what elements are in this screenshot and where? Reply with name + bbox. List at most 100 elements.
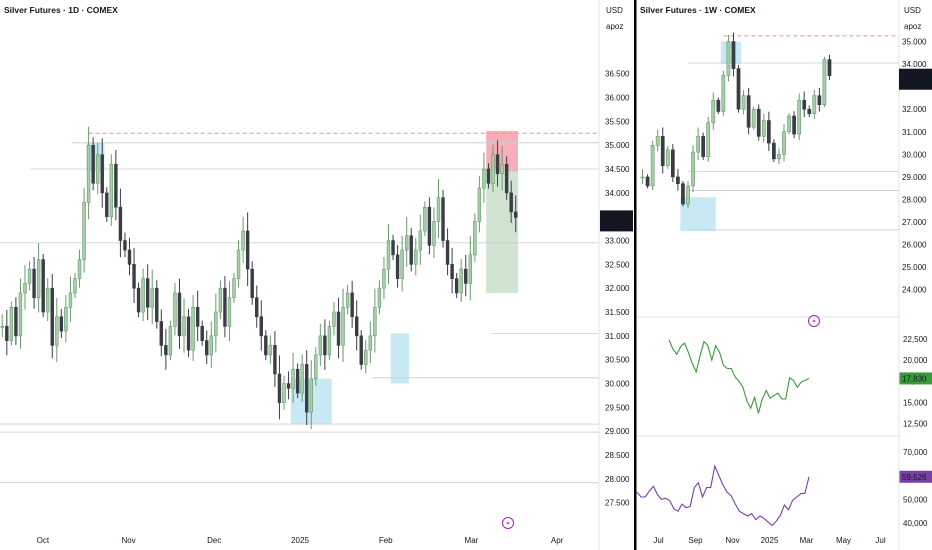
indicator-value: 59,526 bbox=[902, 473, 927, 482]
candle-body bbox=[264, 335, 268, 356]
candle-body bbox=[787, 115, 791, 133]
candle-body bbox=[345, 292, 350, 308]
time-axis-label: Nov bbox=[121, 536, 135, 545]
weekly-replay-icon[interactable] bbox=[808, 315, 820, 327]
candle-body bbox=[686, 185, 690, 205]
candle-body bbox=[395, 254, 400, 279]
price-axis-label: 32.000 bbox=[605, 284, 630, 293]
candle-body bbox=[746, 95, 751, 128]
candle-body bbox=[236, 249, 241, 279]
candle-body bbox=[209, 335, 213, 356]
candle-body bbox=[341, 306, 345, 346]
candle-body bbox=[509, 192, 513, 213]
candle-body bbox=[373, 306, 377, 337]
indicator-axis-label: 20,000 bbox=[903, 356, 928, 365]
candle-body bbox=[36, 259, 41, 299]
price-axis-label: 24.000 bbox=[902, 286, 927, 295]
candle-body bbox=[400, 249, 404, 279]
price-axis-label: 29.000 bbox=[902, 173, 927, 182]
candle-body bbox=[214, 311, 218, 337]
panel-divider[interactable] bbox=[634, 0, 637, 550]
price-axis-label: 27.500 bbox=[605, 499, 630, 508]
price-axis-label: 30.500 bbox=[605, 356, 630, 365]
candle-body bbox=[291, 368, 295, 389]
candle-body bbox=[59, 316, 64, 332]
candle-body bbox=[9, 306, 14, 341]
candle-body bbox=[205, 340, 209, 356]
weekly-time-axis[interactable]: Jul Sep Nov 2025 Mar May Jul bbox=[653, 536, 885, 545]
daily-user: apoz bbox=[606, 22, 623, 31]
candle-body bbox=[797, 99, 802, 135]
daily-price-axis[interactable]: 36.50036.00035.50035.00034.50034.00033.5… bbox=[605, 70, 630, 508]
candle-body bbox=[127, 249, 132, 265]
price-axis-label: 33.000 bbox=[605, 237, 630, 246]
candle-body bbox=[514, 211, 518, 218]
weekly-levels bbox=[688, 35, 899, 231]
price-axis-label: 29.500 bbox=[605, 403, 630, 412]
candle-body bbox=[766, 120, 771, 144]
candle-body bbox=[423, 206, 427, 232]
candle-body bbox=[64, 306, 68, 332]
time-axis-label: 2025 bbox=[291, 536, 309, 545]
indicator-axis-label: 40,000 bbox=[903, 519, 928, 528]
demand-zone bbox=[86, 142, 105, 172]
candle-body bbox=[822, 59, 827, 106]
candle-body bbox=[761, 120, 766, 137]
price-axis-label: 31.000 bbox=[605, 332, 630, 341]
indicator-axis-label: 70,000 bbox=[903, 448, 928, 457]
green_indicator-line bbox=[668, 339, 810, 414]
weekly-chart-panel[interactable]: Silver Futures · 1W · COMEX 22,500 20,000… bbox=[636, 0, 932, 550]
last-price-value: 33.485 bbox=[902, 70, 928, 80]
weekly-currency: USD bbox=[904, 6, 921, 15]
candle-body bbox=[27, 268, 32, 284]
price-axis-label: 29.000 bbox=[605, 427, 630, 436]
candle-body bbox=[223, 287, 227, 327]
candle-body bbox=[650, 145, 655, 187]
candle-body bbox=[200, 326, 204, 341]
last-price-box bbox=[899, 68, 932, 90]
price-axis-label: 34.500 bbox=[605, 165, 630, 174]
candle-body bbox=[504, 163, 509, 194]
candle-body bbox=[314, 354, 318, 380]
daily-time-axis[interactable]: Oct Nov Dec 2025 Feb Mar Apr bbox=[37, 536, 564, 545]
price-axis-label: 30.000 bbox=[902, 150, 927, 159]
candle-body bbox=[300, 364, 304, 394]
candle-body bbox=[182, 316, 186, 337]
daily-replay-icon[interactable] bbox=[502, 517, 514, 529]
candle-body bbox=[173, 292, 177, 327]
candle-body bbox=[495, 154, 500, 175]
candle-body bbox=[282, 383, 286, 403]
candle-body bbox=[41, 259, 45, 313]
daily-chart-title: Silver Futures · 1D · COMEX bbox=[4, 5, 118, 15]
candle-body bbox=[676, 176, 680, 184]
candle-body bbox=[445, 240, 450, 265]
candle-body bbox=[827, 59, 832, 77]
time-axis-label: Sep bbox=[688, 536, 703, 545]
candle-body bbox=[756, 108, 761, 137]
candle-body bbox=[459, 268, 463, 294]
candle-body bbox=[14, 306, 18, 337]
price-axis-label: 30.000 bbox=[605, 380, 630, 389]
candle-body bbox=[164, 345, 168, 356]
candle-body bbox=[812, 95, 817, 115]
price-axis-label: 26.000 bbox=[902, 241, 927, 250]
candle-body bbox=[450, 264, 454, 279]
candle-body bbox=[482, 168, 486, 189]
candle-body bbox=[86, 144, 91, 203]
candle-body bbox=[132, 264, 136, 289]
candle-body bbox=[250, 268, 254, 299]
candle-body bbox=[318, 335, 323, 356]
candle-body bbox=[414, 249, 418, 265]
countdown-value: 03:34:44 bbox=[603, 221, 632, 230]
candle-body bbox=[259, 316, 263, 337]
price-axis-label: 35.000 bbox=[902, 38, 927, 47]
daily-chart-panel[interactable]: Silver Futures · 1D · COMEX USD apoz 36.… bbox=[0, 0, 633, 550]
candle-body bbox=[777, 154, 781, 160]
price-axis-label: 31.000 bbox=[902, 128, 927, 137]
weekly-user: apoz bbox=[904, 22, 921, 31]
time-axis-label: May bbox=[836, 536, 851, 545]
price-axis-label: 27.000 bbox=[902, 218, 927, 227]
